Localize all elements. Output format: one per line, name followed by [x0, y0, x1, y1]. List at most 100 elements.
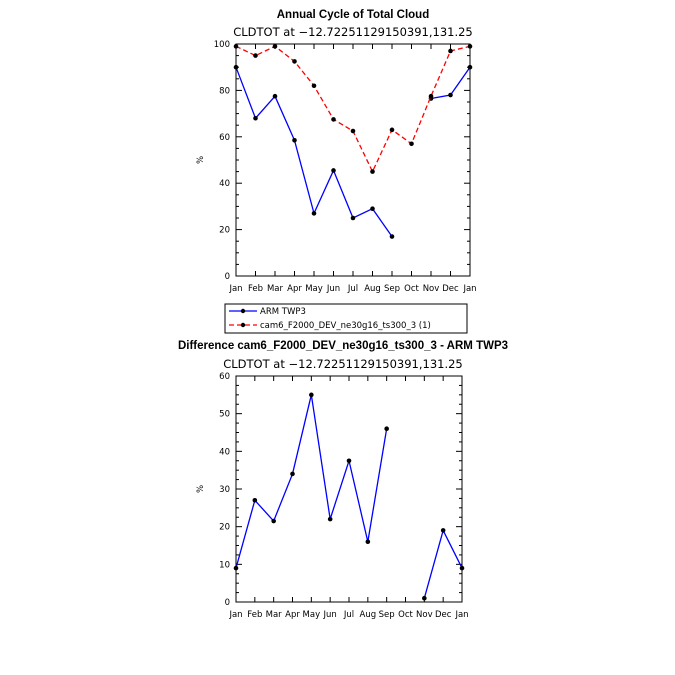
y-tick-label: 100 [214, 40, 230, 50]
x-tick-label: Mar [266, 610, 283, 620]
data-point [467, 44, 473, 49]
data-point [448, 48, 453, 54]
series-layer [233, 44, 473, 239]
series-line-1 [235, 45, 471, 174]
y-tick-label: 40 [219, 447, 230, 457]
x-axis: Jan Feb Mar Apr May Jun Jul Aug Sep Oct Nov Dec Jan [228, 376, 469, 620]
data-point [331, 168, 336, 173]
legend-label-arm: ARM TWP3 [260, 307, 306, 317]
x-axis: Jan Feb Mar Apr May Jun Jul Aug Sep Oct Nov Dec Jan [228, 44, 477, 294]
x-tick-label: Jan [462, 284, 476, 294]
data-point [389, 234, 395, 239]
x-tick-label: May [305, 284, 323, 294]
x-tick-label: Dec [442, 284, 459, 294]
data-point [459, 565, 465, 571]
y-tick-label: 60 [219, 372, 230, 382]
legend: ARM TWP3 cam6_F2000_DEV_ne30g16_ts300_3 … [224, 303, 468, 334]
x-tick-label: Sep [379, 610, 395, 620]
data-point [253, 115, 258, 121]
legend-label-cam6: cam6_F2000_DEV_ne30g16_ts300_3 (1) [260, 321, 431, 331]
x-tick-label: Jun [323, 610, 337, 620]
data-point [448, 92, 453, 98]
x-tick-label: Jan [228, 284, 242, 294]
data-point [331, 117, 336, 122]
x-tick-label: Jul [347, 284, 358, 294]
x-tick-label: May [303, 610, 321, 620]
data-point [311, 211, 317, 216]
data-point [365, 539, 371, 545]
x-tick-label: Apr [285, 610, 300, 620]
data-point [292, 59, 297, 64]
y-tick-label: 40 [219, 179, 230, 189]
chart-title: Difference cam6_F2000_DEV_ne30g16_ts300_… [178, 340, 508, 352]
x-tick-label: Feb [247, 610, 262, 620]
data-point [272, 93, 278, 99]
y-axis: 0 20 40 60 80 100 [214, 40, 470, 282]
y-tick-label: 20 [219, 226, 230, 236]
data-point [253, 53, 258, 58]
y-tick-label: 0 [225, 598, 230, 608]
x-tick-label: Jul [343, 610, 354, 620]
y-axis: 0 10 20 30 40 50 60 [219, 372, 462, 608]
y-tick-label: 50 [219, 410, 230, 420]
x-tick-label: Oct [404, 284, 419, 294]
data-point [271, 518, 276, 524]
x-tick-label: Sep [384, 284, 400, 294]
data-point [350, 215, 356, 221]
series-layer [233, 392, 465, 601]
data-point [233, 565, 239, 571]
x-tick-label: Jan [228, 610, 242, 620]
x-tick-label: Oct [398, 610, 413, 620]
data-point [233, 44, 239, 49]
x-tick-label: Jun [326, 284, 340, 294]
plot-frame [235, 375, 463, 603]
data-point [370, 169, 375, 174]
y-tick-label: 0 [225, 272, 230, 282]
x-tick-label: Aug [364, 284, 381, 294]
chart-subtitle: CLDTOT at −12.72251129150391,131.25 [233, 25, 473, 39]
data-point [327, 516, 333, 522]
x-tick-label: Nov [423, 284, 440, 294]
data-point [370, 206, 375, 212]
data-point [233, 64, 239, 70]
series-line-0 [235, 394, 388, 569]
x-tick-label: Apr [287, 284, 302, 294]
annual-cycle-chart: Annual Cycle of Total Cloud CLDTOT at −1… [196, 9, 477, 334]
y-axis-label: % [196, 156, 206, 164]
x-tick-label: Dec [435, 610, 452, 620]
chart-subtitle: CLDTOT at −12.72251129150391,131.25 [223, 357, 463, 371]
plot-frame [235, 43, 471, 277]
data-point [290, 471, 295, 477]
data-point [384, 426, 389, 432]
chart-title: Annual Cycle of Total Cloud [277, 9, 429, 21]
data-point [346, 458, 352, 464]
data-point [309, 392, 314, 398]
data-point [389, 127, 395, 133]
x-tick-label: Feb [248, 284, 263, 294]
x-tick-label: Aug [360, 610, 377, 620]
y-tick-label: 10 [219, 560, 230, 570]
data-point [440, 528, 446, 533]
data-point [422, 595, 427, 601]
data-point [292, 137, 297, 143]
y-tick-label: 20 [219, 523, 230, 533]
y-tick-label: 80 [219, 86, 230, 96]
x-tick-label: Mar [267, 284, 284, 294]
legend-marker-arm [240, 308, 246, 314]
x-tick-label: Nov [416, 610, 433, 620]
x-tick-label: Jan [454, 610, 468, 620]
legend-marker-cam6 [240, 322, 246, 328]
data-point [350, 128, 356, 134]
data-point [428, 93, 434, 99]
data-point [311, 83, 317, 89]
y-tick-label: 30 [219, 485, 230, 495]
legend-box [224, 303, 468, 334]
data-point [409, 141, 414, 147]
data-point [467, 64, 473, 70]
data-point [252, 498, 258, 503]
difference-chart: Difference cam6_F2000_DEV_ne30g16_ts300_… [178, 340, 508, 620]
y-tick-label: 60 [219, 133, 230, 143]
data-point [272, 44, 278, 49]
y-axis-label: % [196, 485, 206, 493]
